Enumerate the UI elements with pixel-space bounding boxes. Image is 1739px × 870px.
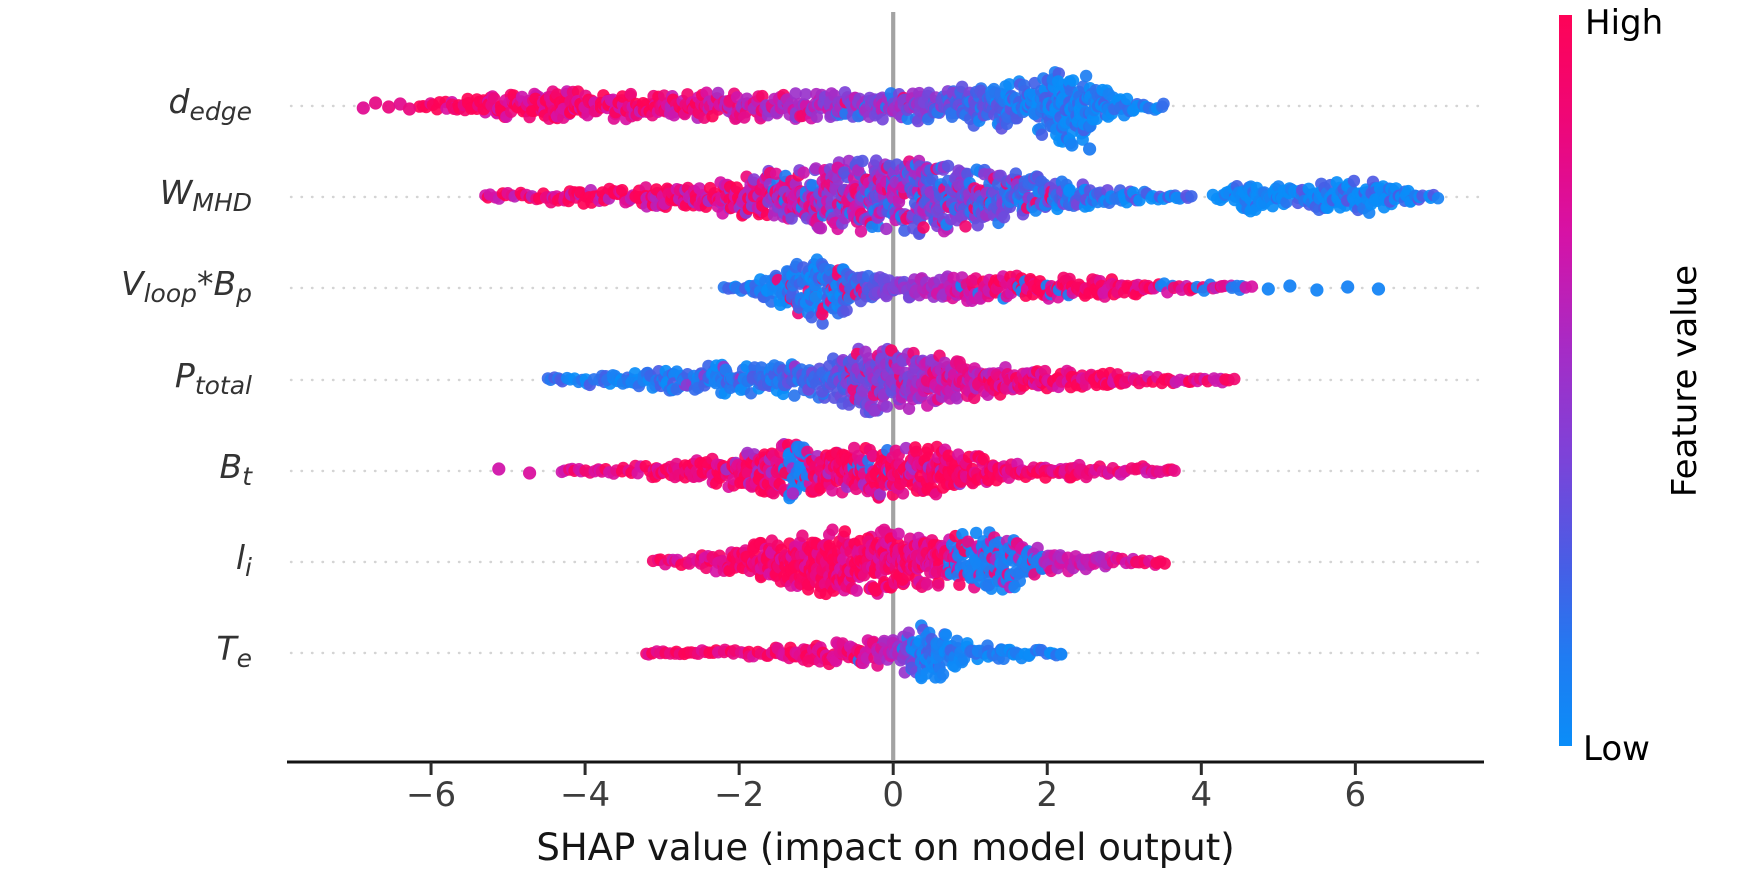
swarm-row-B_t — [492, 438, 1181, 505]
swarm-row-T_e — [640, 619, 1068, 685]
swarm-row-l_i — [646, 523, 1171, 601]
x-axis: −6 −4 −2 0 2 4 6 — [287, 760, 1484, 815]
feature-value-colorbar — [1559, 15, 1572, 746]
x-axis-title: SHAP value (impact on model output) — [536, 826, 1235, 869]
feature-label-T_e: Te — [216, 629, 252, 673]
swarm-row-d_edge — [356, 66, 1170, 150]
x-tick-label: −2 — [714, 775, 764, 815]
colorbar-title: Feature value — [1665, 264, 1705, 498]
feature-label-V_loop*B_p: Vloop*Bp — [121, 264, 252, 308]
feature-label-l_i: li — [235, 538, 252, 582]
feature-label-W_MHD: WMHD — [159, 173, 252, 217]
feature-label-d_edge: dedge — [168, 82, 252, 126]
swarm-row-W_MHD — [479, 138, 1445, 240]
x-tick-label: 4 — [1190, 775, 1212, 815]
x-tick-label: −4 — [560, 775, 610, 815]
feature-label-B_t: Bt — [219, 447, 252, 491]
swarm-row-V_loop*B_p — [717, 253, 1386, 330]
x-tick-label: 2 — [1036, 775, 1058, 815]
colorbar-high-label: High — [1585, 3, 1664, 43]
x-tick-label: 6 — [1345, 775, 1367, 815]
x-tick-label: −6 — [406, 775, 456, 815]
x-tick-label: 0 — [882, 775, 904, 815]
feature-label-P_total: Ptotal — [174, 356, 252, 400]
colorbar-low-label: Low — [1583, 729, 1650, 769]
swarm-row-P_total — [541, 342, 1241, 419]
